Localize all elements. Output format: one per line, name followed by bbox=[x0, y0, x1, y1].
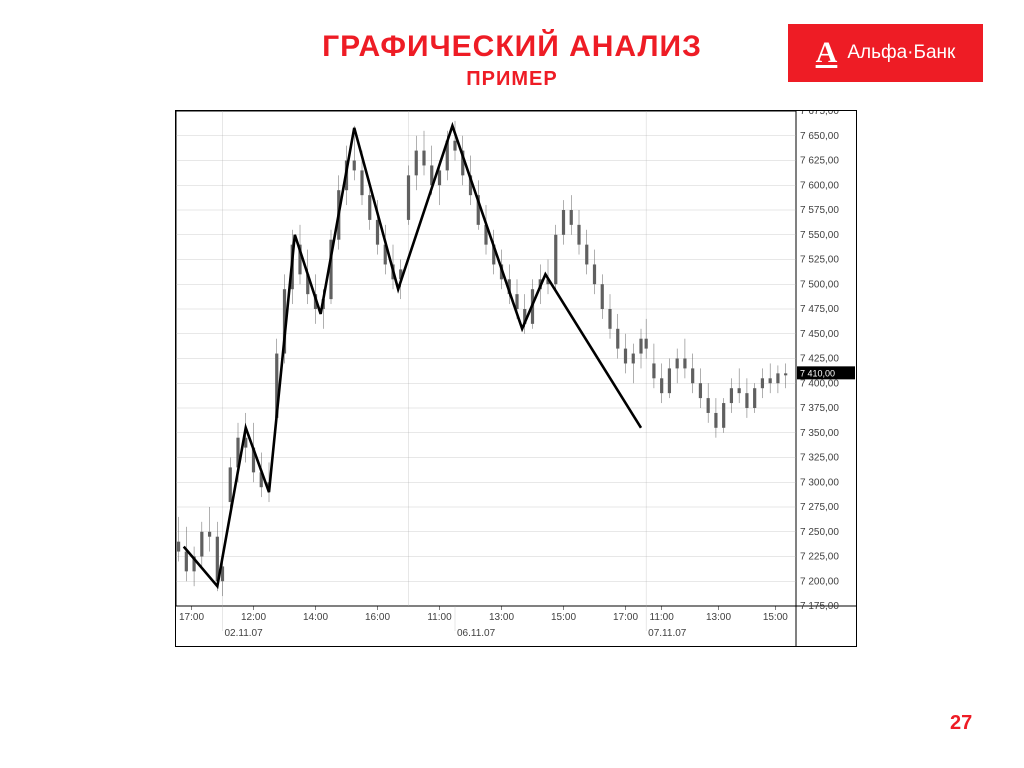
svg-text:7 625,00: 7 625,00 bbox=[800, 156, 839, 167]
logo-letter-icon: А bbox=[816, 36, 838, 70]
svg-text:7 600,00: 7 600,00 bbox=[800, 180, 839, 191]
svg-text:02.11.07: 02.11.07 bbox=[225, 628, 264, 639]
svg-text:7 200,00: 7 200,00 bbox=[800, 576, 839, 587]
svg-text:7 525,00: 7 525,00 bbox=[800, 255, 839, 266]
svg-text:7 450,00: 7 450,00 bbox=[800, 329, 839, 340]
svg-text:7 325,00: 7 325,00 bbox=[800, 453, 839, 464]
svg-text:7 250,00: 7 250,00 bbox=[800, 527, 839, 538]
svg-text:13:00: 13:00 bbox=[489, 612, 514, 623]
svg-text:06.11.07: 06.11.07 bbox=[457, 628, 496, 639]
chart-svg: 7 175,00 7 200,00 7 225,00 7 250,00 7 275,00… bbox=[176, 111, 856, 646]
svg-text:7 300,00: 7 300,00 bbox=[800, 477, 839, 488]
svg-text:7 275,00: 7 275,00 bbox=[800, 502, 839, 513]
svg-text:7 475,00: 7 475,00 bbox=[800, 304, 839, 315]
svg-text:12:00: 12:00 bbox=[241, 612, 266, 623]
svg-text:7 500,00: 7 500,00 bbox=[800, 279, 839, 290]
price-chart: 7 175,00 7 200,00 7 225,00 7 250,00 7 275,00… bbox=[175, 110, 857, 647]
logo-text: Альфа·Банк bbox=[847, 42, 955, 64]
svg-text:17:00: 17:00 bbox=[179, 612, 204, 623]
svg-text:14:00: 14:00 bbox=[303, 612, 328, 623]
svg-text:7 650,00: 7 650,00 bbox=[800, 131, 839, 142]
svg-text:7 410,00: 7 410,00 bbox=[800, 368, 835, 378]
slide: { "title_main": "ГРАФИЧЕСКИЙ АНАЛИЗ", "t… bbox=[0, 0, 1024, 768]
svg-text:7 225,00: 7 225,00 bbox=[800, 552, 839, 563]
svg-text:11:00: 11:00 bbox=[427, 612, 452, 623]
svg-text:7 175,00: 7 175,00 bbox=[800, 601, 839, 612]
page-number: 27 bbox=[950, 712, 972, 735]
svg-text:7 375,00: 7 375,00 bbox=[800, 403, 839, 414]
svg-text:15:00: 15:00 bbox=[551, 612, 576, 623]
svg-text:7 550,00: 7 550,00 bbox=[800, 230, 839, 241]
svg-text:7 675,00: 7 675,00 bbox=[800, 111, 839, 117]
svg-text:17:00: 17:00 bbox=[613, 612, 638, 623]
svg-text:16:00: 16:00 bbox=[365, 612, 390, 623]
svg-text:07.11.07: 07.11.07 bbox=[648, 628, 687, 639]
svg-text:15:00: 15:00 bbox=[763, 612, 788, 623]
svg-text:7 350,00: 7 350,00 bbox=[800, 428, 839, 439]
svg-text:11:00: 11:00 bbox=[650, 612, 675, 623]
svg-text:7 575,00: 7 575,00 bbox=[800, 205, 839, 216]
svg-text:7 425,00: 7 425,00 bbox=[800, 354, 839, 365]
brand-logo: А Альфа·Банк bbox=[788, 24, 983, 82]
svg-text:13:00: 13:00 bbox=[706, 612, 731, 623]
svg-text:7 400,00: 7 400,00 bbox=[800, 378, 839, 389]
